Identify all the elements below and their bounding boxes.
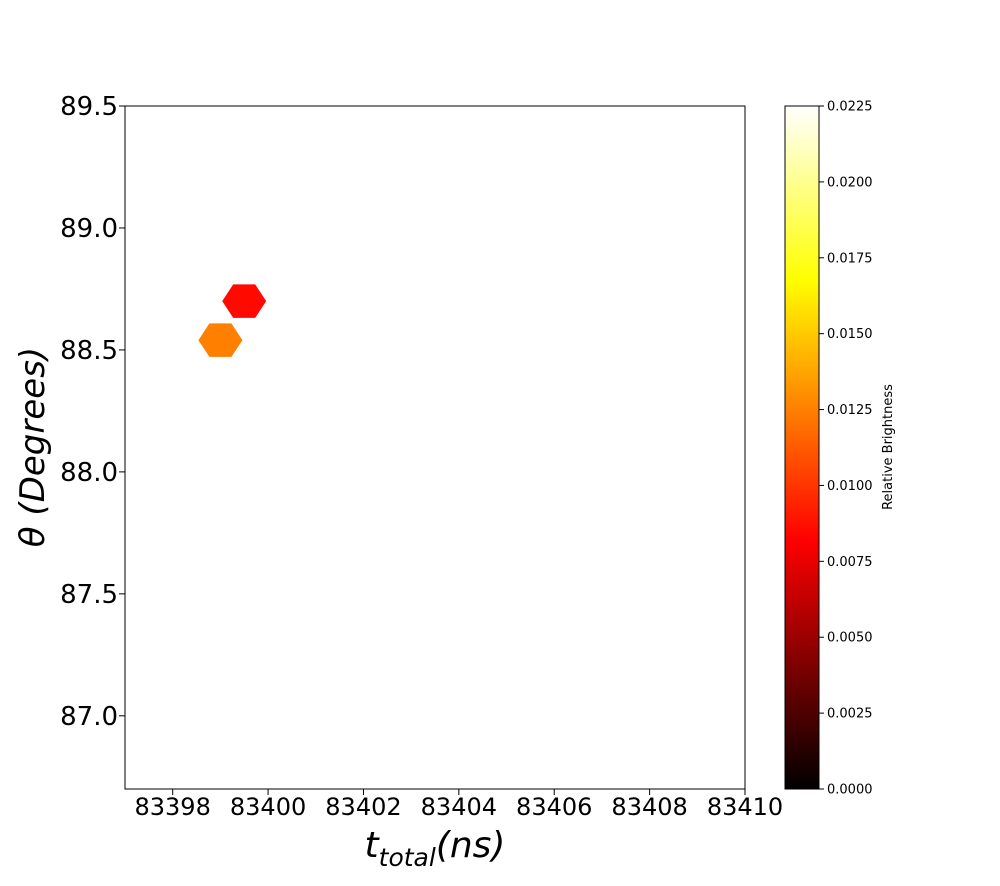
y-tick-label: 88.0 [60,458,118,488]
x-axis-title-units: (ns) [436,825,506,866]
hexbin-layer [198,284,267,357]
hexbin-cell [222,284,267,318]
colorbar-tick-label: 0.0200 [827,175,873,190]
hexbin-cell [198,323,243,357]
y-tick-label: 87.5 [60,580,118,610]
colorbar-tick-label: 0.0125 [827,403,873,418]
x-tick-label: 83406 [516,793,592,821]
y-axis: 87.0 87.5 88.0 88.5 89.0 89.5 [60,92,125,732]
x-tick-label: 83402 [325,793,401,821]
x-tick-label: 83408 [611,793,687,821]
x-axis-title-sub: total [379,843,436,872]
y-tick-label: 89.0 [60,214,118,244]
x-axis-title: ttotal(ns) [365,825,506,872]
plot-area [124,105,746,790]
colorbar-tick-label: 0.0175 [827,251,873,266]
colorbar-tick-label: 0.0225 [827,100,873,115]
colorbar-tick-label: 0.0100 [827,479,873,494]
x-axis: 83398 83400 83402 83404 83406 83408 83410 [135,789,783,821]
y-tick-label: 87.0 [60,702,118,732]
x-tick-label: 83410 [707,793,783,821]
colorbar-label: Relative Brightness [881,384,896,510]
y-tick-label: 89.5 [60,92,118,122]
x-tick-label: 83400 [230,793,306,821]
x-tick-label: 83398 [135,793,211,821]
colorbar-tick-label: 0.0150 [827,327,873,342]
x-tick-label: 83404 [421,793,497,821]
x-axis-title-main: t [365,825,381,866]
colorbar-tick-label: 0.0050 [827,631,873,646]
colorbar-tick-label: 0.0000 [827,783,873,798]
y-axis-title-symbol: θ [13,526,53,547]
colorbar [784,105,820,790]
y-axis-title: θ (Degrees) [13,347,53,547]
colorbar-tick-label: 0.0025 [827,707,873,722]
y-tick-label: 88.5 [60,336,118,366]
y-axis-title-units: (Degrees) [13,347,53,516]
colorbar-tick-label: 0.0075 [827,555,873,570]
colorbar-axis: 0.0000 0.0025 0.0050 0.0075 0.0100 0.0125 0.01… [819,100,873,798]
